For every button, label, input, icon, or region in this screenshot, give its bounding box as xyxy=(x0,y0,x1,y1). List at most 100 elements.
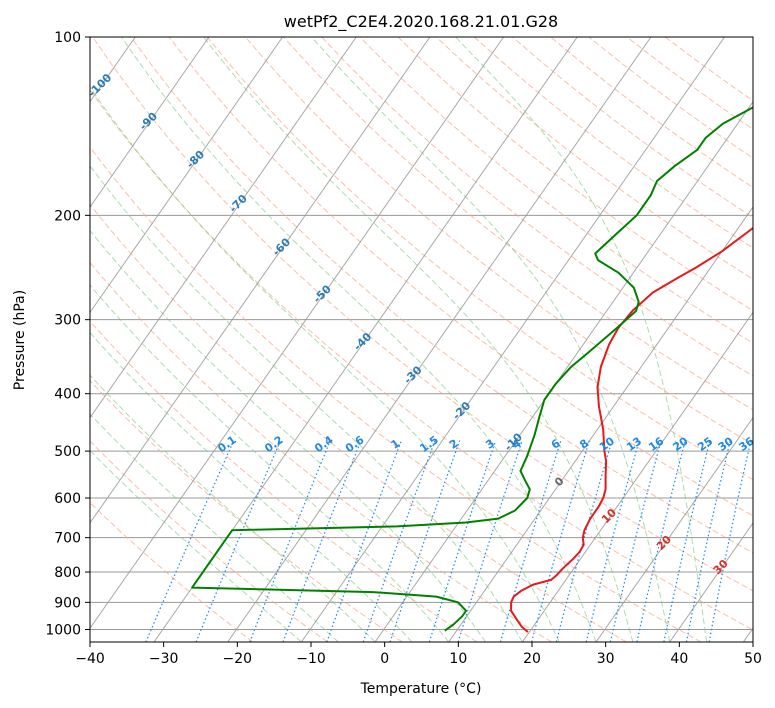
dry-adiabat xyxy=(283,37,753,411)
mixing-ratio-label: 1.5 xyxy=(417,433,440,455)
isotherm-label: -90 xyxy=(137,110,160,133)
isotherm-label: 20 xyxy=(654,533,674,553)
moist-adiabats xyxy=(90,37,708,642)
mixing-ratio-line xyxy=(326,440,402,642)
x-tick-label: 40 xyxy=(670,651,688,667)
isotherm-line xyxy=(90,37,505,630)
isotherm-line xyxy=(90,37,210,208)
mixing-ratio-line xyxy=(195,440,282,642)
dry-adiabat xyxy=(168,37,753,517)
mixing-ratio-line xyxy=(457,440,523,642)
moist-adiabat xyxy=(455,37,708,642)
mixing-ratio-line xyxy=(145,440,235,642)
dry-adiabat xyxy=(512,37,753,219)
dry-adiabat xyxy=(90,320,478,642)
isotherm-label: -50 xyxy=(311,282,334,305)
isotherm-line xyxy=(90,37,284,314)
mixing-ratio-label: 0.2 xyxy=(262,433,285,455)
x-tick-label: −20 xyxy=(223,651,253,667)
mixing-ratio-line xyxy=(362,440,436,642)
mixing-ratio-line xyxy=(531,440,590,642)
mixing-ratio-line xyxy=(249,440,331,642)
moist-adiabat xyxy=(311,37,671,642)
y-axis-ticks: 100 200 300 400 500 600 700 800 900 1000 xyxy=(45,30,90,638)
mixing-ratio-label: 0.4 xyxy=(312,433,336,455)
isotherm-label: -30 xyxy=(401,363,424,386)
mixing-ratio-line xyxy=(389,440,461,642)
mixing-ratio-line xyxy=(499,440,562,642)
isotherm-label: -80 xyxy=(184,148,207,171)
isotherm-line xyxy=(90,37,357,419)
dewpoint-profile-line xyxy=(191,106,753,632)
y-tick-label: 100 xyxy=(54,30,81,46)
dry-adiabat xyxy=(90,89,753,631)
isotherm-label: 40 xyxy=(763,588,775,608)
dry-adiabat xyxy=(90,379,403,642)
x-tick-label: −10 xyxy=(296,651,326,667)
moist-adiabat xyxy=(90,165,523,642)
y-tick-label: 900 xyxy=(54,595,81,611)
temperature-profile-line xyxy=(510,226,753,633)
isotherm-line xyxy=(521,311,753,642)
x-axis-label: Temperature (°C) xyxy=(360,681,482,697)
mixing-ratio-label: 1 xyxy=(389,437,403,452)
y-tick-label: 700 xyxy=(54,531,81,547)
moist-adiabat xyxy=(90,86,560,642)
isotherm-line xyxy=(227,37,652,642)
isotherm-line xyxy=(595,416,753,642)
x-tick-label: 10 xyxy=(449,651,467,667)
y-tick-label: 200 xyxy=(54,208,81,224)
dry-adiabat xyxy=(90,203,627,642)
mixing-ratio-line xyxy=(609,440,662,642)
plot-frame xyxy=(89,36,754,643)
mixing-ratio-line xyxy=(663,440,711,642)
dry-adiabat xyxy=(130,37,753,554)
y-tick-label: 800 xyxy=(54,565,81,581)
moist-adiabat xyxy=(121,37,597,642)
y-tick-label: 300 xyxy=(54,313,81,329)
mixing-ratio-label: 0.6 xyxy=(343,433,367,455)
isotherm-label: -70 xyxy=(227,192,250,215)
moist-adiabat xyxy=(90,374,376,642)
isotherm-line xyxy=(300,37,726,642)
isotherm-label: -60 xyxy=(270,235,293,258)
isotherm-line xyxy=(90,37,431,524)
plot-area: 0.1 0.2 0.4 0.6 1 1.5 2 3 4 6 8 10 13 16 20 25 30 36-100-… xyxy=(0,37,775,642)
y-tick-label: 500 xyxy=(54,444,81,460)
skewed-isotherms xyxy=(0,37,753,642)
dry-adiabat xyxy=(245,37,753,445)
isotherm-label: 10 xyxy=(599,506,619,526)
dry-adiabat xyxy=(90,502,254,642)
sounding-series xyxy=(191,106,753,633)
dry-adiabat xyxy=(90,146,702,642)
isotherm-label: 30 xyxy=(711,557,731,577)
mixing-ratio-label: 36 xyxy=(737,434,757,454)
moist-adiabat xyxy=(90,331,413,642)
mixing-ratio-line xyxy=(585,440,640,642)
y-tick-label: 600 xyxy=(54,491,81,507)
x-tick-label: 0 xyxy=(380,651,389,667)
y-tick-label: 400 xyxy=(54,387,81,403)
mixing-ratio-line xyxy=(708,440,752,642)
moist-adiabat xyxy=(90,449,302,642)
mixing-ratio-line xyxy=(428,440,497,642)
mixing-ratio-label: 8 xyxy=(577,437,591,452)
dry-adiabat xyxy=(92,37,753,592)
mixing-ratio-line xyxy=(685,440,731,642)
moist-adiabat xyxy=(203,37,634,642)
dry-adiabat xyxy=(359,37,753,344)
x-axis-ticks: −40 −30 −20 −10 0 10 20 30 40 50 xyxy=(75,642,762,667)
mixing-ratio-line xyxy=(636,440,686,642)
chart-title: wetPf2_C2E4.2020.168.21.01.G28 xyxy=(284,12,558,32)
isotherm-line xyxy=(0,37,62,642)
mixing-ratio-label: 0.1 xyxy=(215,433,238,455)
isotherm-line xyxy=(448,206,753,642)
x-tick-label: 30 xyxy=(597,651,615,667)
mixing-ratio-lines xyxy=(145,440,752,642)
isotherm-label: -40 xyxy=(351,330,374,353)
reference-line-labels: 0.1 0.2 0.4 0.6 1 1.5 2 3 4 6 8 10 13 16 20 25 30 36-100-… xyxy=(90,71,775,608)
dry-adiabat xyxy=(90,440,328,642)
y-axis-label: Pressure (hPa) xyxy=(12,290,28,390)
isotherm-line xyxy=(669,522,753,642)
